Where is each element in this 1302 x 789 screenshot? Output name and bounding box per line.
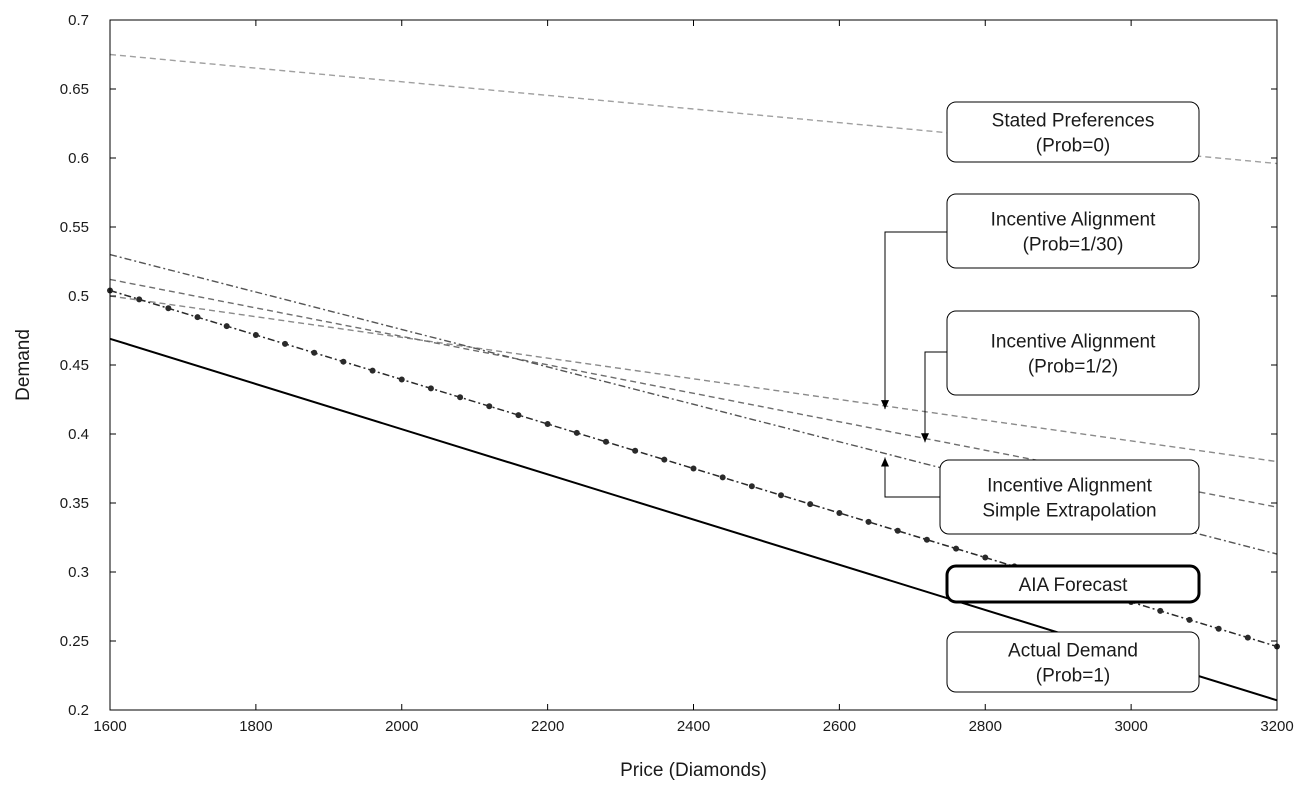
annotation-box [946,193,1200,269]
x-tick-label: 2200 [531,718,564,735]
y-tick-label: 0.55 [60,219,89,236]
series-point-aia [1244,634,1251,641]
series-point-aia [311,349,318,356]
y-tick-label: 0.7 [68,12,89,29]
series-line-ia_simple [109,253,1278,555]
arrow-head [921,433,929,443]
series-line-stated [109,53,1278,165]
arrow-line [924,351,947,443]
annotation-text: (Prob=0) [1036,136,1110,157]
arrow-line [884,457,940,498]
y-tick-label: 0.6 [68,150,89,167]
y-axis-title: Demand [13,329,34,401]
arrow-ia_simple [881,457,940,498]
x-tick-label: 2600 [823,718,856,735]
arrow-ia_2 [921,351,947,443]
series-point-aia [1215,625,1222,632]
series-point-aia [223,323,230,330]
series-point-aia [894,527,901,534]
x-tick-label: 3000 [1114,718,1147,735]
annotation-box [946,310,1200,396]
series-point-aia [865,518,872,525]
annotation-stated: Stated Preferences (Prob=0) [946,101,1200,163]
annotation-actual: Actual Demand (Prob=1) [946,631,1200,693]
annotation-text: (Prob=1/30) [1023,235,1124,256]
series-point-aia [340,358,347,365]
series-point-aia [486,403,493,410]
series-point-aia [194,314,201,321]
arrow-head [881,400,889,410]
annotation-box [946,631,1200,693]
annotation-layer: Stated Preferences (Prob=0) Incentive Alig… [939,101,1201,693]
annotation-box [946,101,1200,163]
arrow-layer [881,231,947,498]
series-point-aia [544,420,551,427]
series-point-aia [719,474,726,481]
series-point-aia [778,492,785,499]
x-tick-label: 1800 [239,718,272,735]
arrow-line [884,231,947,410]
series-point-aia [136,296,143,303]
x-tick-label: 1600 [93,718,126,735]
series-point-aia [457,394,464,401]
annotation-ia_2: Incentive Alignment (Prob=1/2) [946,310,1200,396]
series-point-aia [427,385,434,392]
y-tick-label: 0.2 [68,702,89,719]
series-point-aia [252,331,259,338]
annotation-text: (Prob=1) [1036,666,1110,687]
annotation-aia: AIA Forecast [945,564,1201,604]
annotation-text: Stated Preferences [992,111,1155,132]
y-tick-label: 0.45 [60,357,89,374]
arrow-ia_30 [881,231,947,410]
series-point-aia [515,412,522,419]
series-point-aia [602,438,609,445]
annotation-text: Incentive Alignment [991,210,1156,231]
series-point-aia [1186,616,1193,623]
annotation-text: AIA Forecast [1019,575,1128,596]
series-point-aia [690,465,697,472]
y-tick-label: 0.3 [68,564,89,581]
series-point-aia [807,501,814,508]
x-tick-label: 2000 [385,718,418,735]
series-line-ia_30 [109,295,1278,463]
y-tick-label: 0.25 [60,633,89,650]
series-point-aia [369,367,376,374]
annotation-text: Incentive Alignment [987,476,1152,497]
series-point-aia [982,554,989,561]
x-tick-label: 3200 [1260,718,1293,735]
y-tick-label: 0.35 [60,495,89,512]
annotation-text: (Prob=1/2) [1028,357,1118,378]
series-point-aia [953,545,960,552]
x-tick-label: 2800 [969,718,1002,735]
series-point-aia [165,305,172,312]
x-axis-title: Price (Diamonds) [620,760,767,781]
annotation-box [939,459,1200,535]
annotation-text: Simple Extrapolation [982,501,1156,522]
annotation-box [945,564,1201,604]
series-point-aia [661,456,668,463]
annotation-ia_simple: Incentive Alignment Simple Extrapolation [939,459,1200,535]
y-tick-label: 0.4 [68,426,89,443]
series-point-aia [632,447,639,454]
arrow-head [881,457,889,467]
annotation-text: Incentive Alignment [991,332,1156,353]
series-point-aia [573,429,580,436]
series-point-aia [282,340,289,347]
series-point-aia [836,510,843,517]
series-point-aia [1157,607,1164,614]
series-point-aia [398,376,405,383]
annotation-ia_30: Incentive Alignment (Prob=1/30) [946,193,1200,269]
y-tick-label: 0.5 [68,288,89,305]
series-point-aia [748,483,755,490]
x-tick-label: 2400 [677,718,710,735]
y-tick-label: 0.65 [60,81,89,98]
axes-ticks: 1600 1800 2000 2200 2400 2600 2800 3000 3200 0.2 0… [60,12,1294,735]
annotation-text: Actual Demand [1008,641,1138,662]
series-point-aia [923,536,930,543]
